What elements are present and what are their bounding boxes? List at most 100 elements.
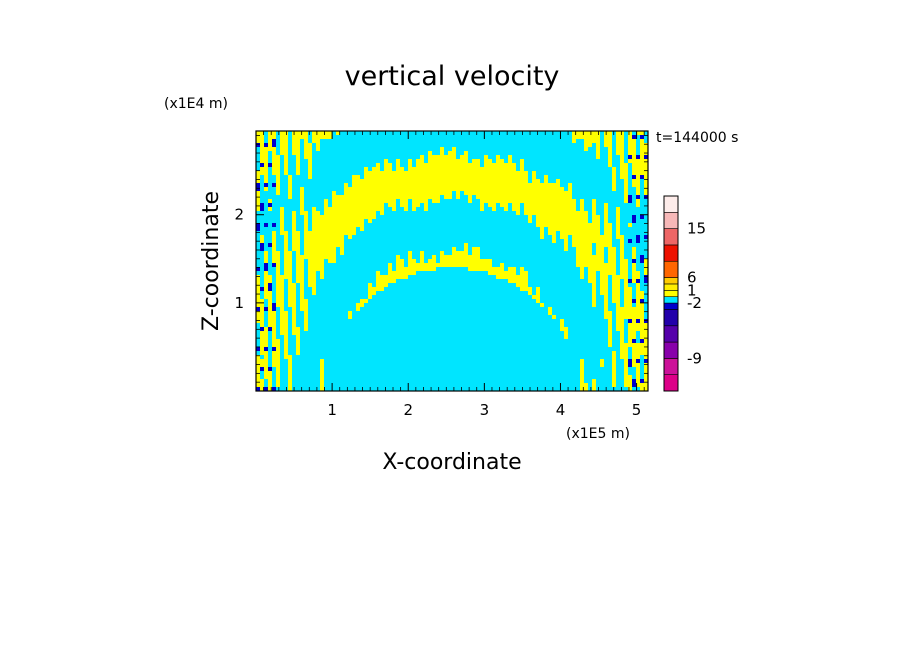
heatmap-cell [596, 283, 600, 287]
heatmap-cell [556, 179, 560, 183]
heatmap-cell [588, 387, 592, 391]
heatmap-cell [480, 199, 576, 203]
heatmap-cell [268, 135, 276, 139]
heatmap-cell [300, 231, 304, 235]
heatmap-cell [324, 383, 580, 387]
heatmap-cell [360, 299, 368, 303]
heatmap-cell [300, 351, 612, 355]
heatmap-cell [284, 295, 288, 299]
heatmap-cell [268, 255, 272, 259]
chart-title: vertical velocity [345, 61, 560, 92]
heatmap-cell [496, 155, 500, 159]
heatmap-cell [284, 211, 292, 215]
heatmap-cell [644, 135, 648, 139]
heatmap-cell [604, 223, 612, 227]
heatmap-cell [644, 215, 648, 219]
heatmap-cell [264, 283, 268, 287]
heatmap-cell [628, 331, 636, 335]
heatmap-cell [304, 315, 308, 319]
heatmap-cell [392, 263, 396, 267]
heatmap-cell [272, 367, 276, 371]
heatmap-cell [624, 183, 628, 187]
heatmap-cell [628, 259, 632, 263]
heatmap-cell [272, 279, 276, 283]
heatmap-cell [636, 291, 644, 295]
heatmap-cell [612, 283, 620, 287]
heatmap-cell [584, 199, 592, 203]
heatmap-cell [284, 339, 288, 343]
heatmap-cell [264, 379, 268, 383]
heatmap-cell [596, 379, 612, 383]
heatmap-cell [288, 363, 292, 367]
heatmap-cell [276, 191, 280, 195]
heatmap-cell [592, 215, 600, 219]
heatmap-cell [304, 263, 308, 267]
heatmap-cell [620, 251, 624, 255]
heatmap-cell [288, 131, 292, 135]
heatmap-cell [288, 319, 292, 323]
heatmap-cell [352, 311, 548, 315]
heatmap-cell [628, 135, 632, 139]
heatmap-cell [272, 351, 280, 355]
heatmap-cell [264, 143, 268, 147]
heatmap-cell [276, 183, 280, 187]
heatmap-cell [620, 175, 628, 179]
heatmap-cell [636, 319, 640, 323]
heatmap-cell [452, 147, 456, 151]
heatmap-cell [308, 283, 316, 287]
heatmap-cell [268, 163, 272, 167]
heatmap-cell [556, 235, 560, 239]
heatmap-cell [592, 251, 596, 255]
heatmap-cell [272, 355, 280, 359]
heatmap-cell [608, 279, 612, 283]
heatmap-cell [560, 327, 568, 331]
heatmap-cell [548, 231, 556, 235]
heatmap-cell [636, 339, 640, 343]
heatmap-cell [636, 259, 640, 263]
heatmap-cell [616, 223, 620, 227]
heatmap-cell [292, 219, 296, 223]
heatmap-cell [644, 355, 648, 359]
heatmap-cell [532, 287, 536, 291]
heatmap-cell [588, 275, 596, 279]
heatmap-cell [428, 151, 432, 155]
heatmap-cell [332, 195, 440, 199]
heatmap-cell [592, 291, 596, 295]
heatmap-cell [300, 307, 308, 311]
heatmap-cell [572, 195, 624, 199]
heatmap-cell [616, 231, 620, 235]
heatmap-cell [264, 279, 272, 283]
heatmap-cell [312, 167, 364, 171]
heatmap-cell [520, 287, 532, 291]
heatmap-cell [280, 223, 284, 227]
heatmap-cell [600, 271, 616, 275]
heatmap-cell [604, 251, 608, 255]
heatmap-cell [516, 271, 520, 275]
heatmap-cell [628, 171, 632, 175]
heatmap-cell [264, 175, 268, 179]
heatmap-cell [628, 155, 632, 159]
heatmap-cell [256, 259, 264, 263]
heatmap-cell [260, 323, 264, 327]
heatmap-cell [264, 299, 268, 303]
x-tick-label: 3 [480, 401, 490, 419]
heatmap-cell [396, 199, 400, 203]
heatmap-cell [440, 151, 444, 155]
heatmap-cell [636, 135, 640, 139]
heatmap-cell [588, 215, 592, 219]
heatmap-cell [280, 147, 288, 151]
heatmap-cell [272, 139, 276, 143]
heatmap-cell [628, 267, 632, 271]
heatmap-cell [300, 235, 304, 239]
heatmap-cell [300, 295, 304, 299]
heatmap-cell [312, 143, 316, 147]
colorbar-level [663, 296, 679, 304]
heatmap-cell [312, 227, 356, 231]
heatmap-cell [256, 179, 260, 183]
heatmap-cell [632, 387, 640, 391]
heatmap-cell [508, 159, 512, 163]
heatmap-cell [276, 347, 280, 351]
heatmap-cell [552, 235, 556, 239]
heatmap-cell [484, 155, 488, 159]
heatmap-cell [312, 151, 428, 155]
